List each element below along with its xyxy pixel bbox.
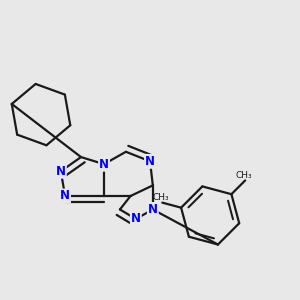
Text: N: N	[145, 155, 155, 168]
Text: N: N	[148, 203, 158, 216]
Text: N: N	[56, 165, 66, 178]
Text: N: N	[131, 212, 141, 226]
Text: N: N	[99, 158, 109, 171]
Text: CH₃: CH₃	[236, 171, 253, 180]
Text: CH₃: CH₃	[152, 193, 169, 202]
Text: N: N	[60, 190, 70, 202]
